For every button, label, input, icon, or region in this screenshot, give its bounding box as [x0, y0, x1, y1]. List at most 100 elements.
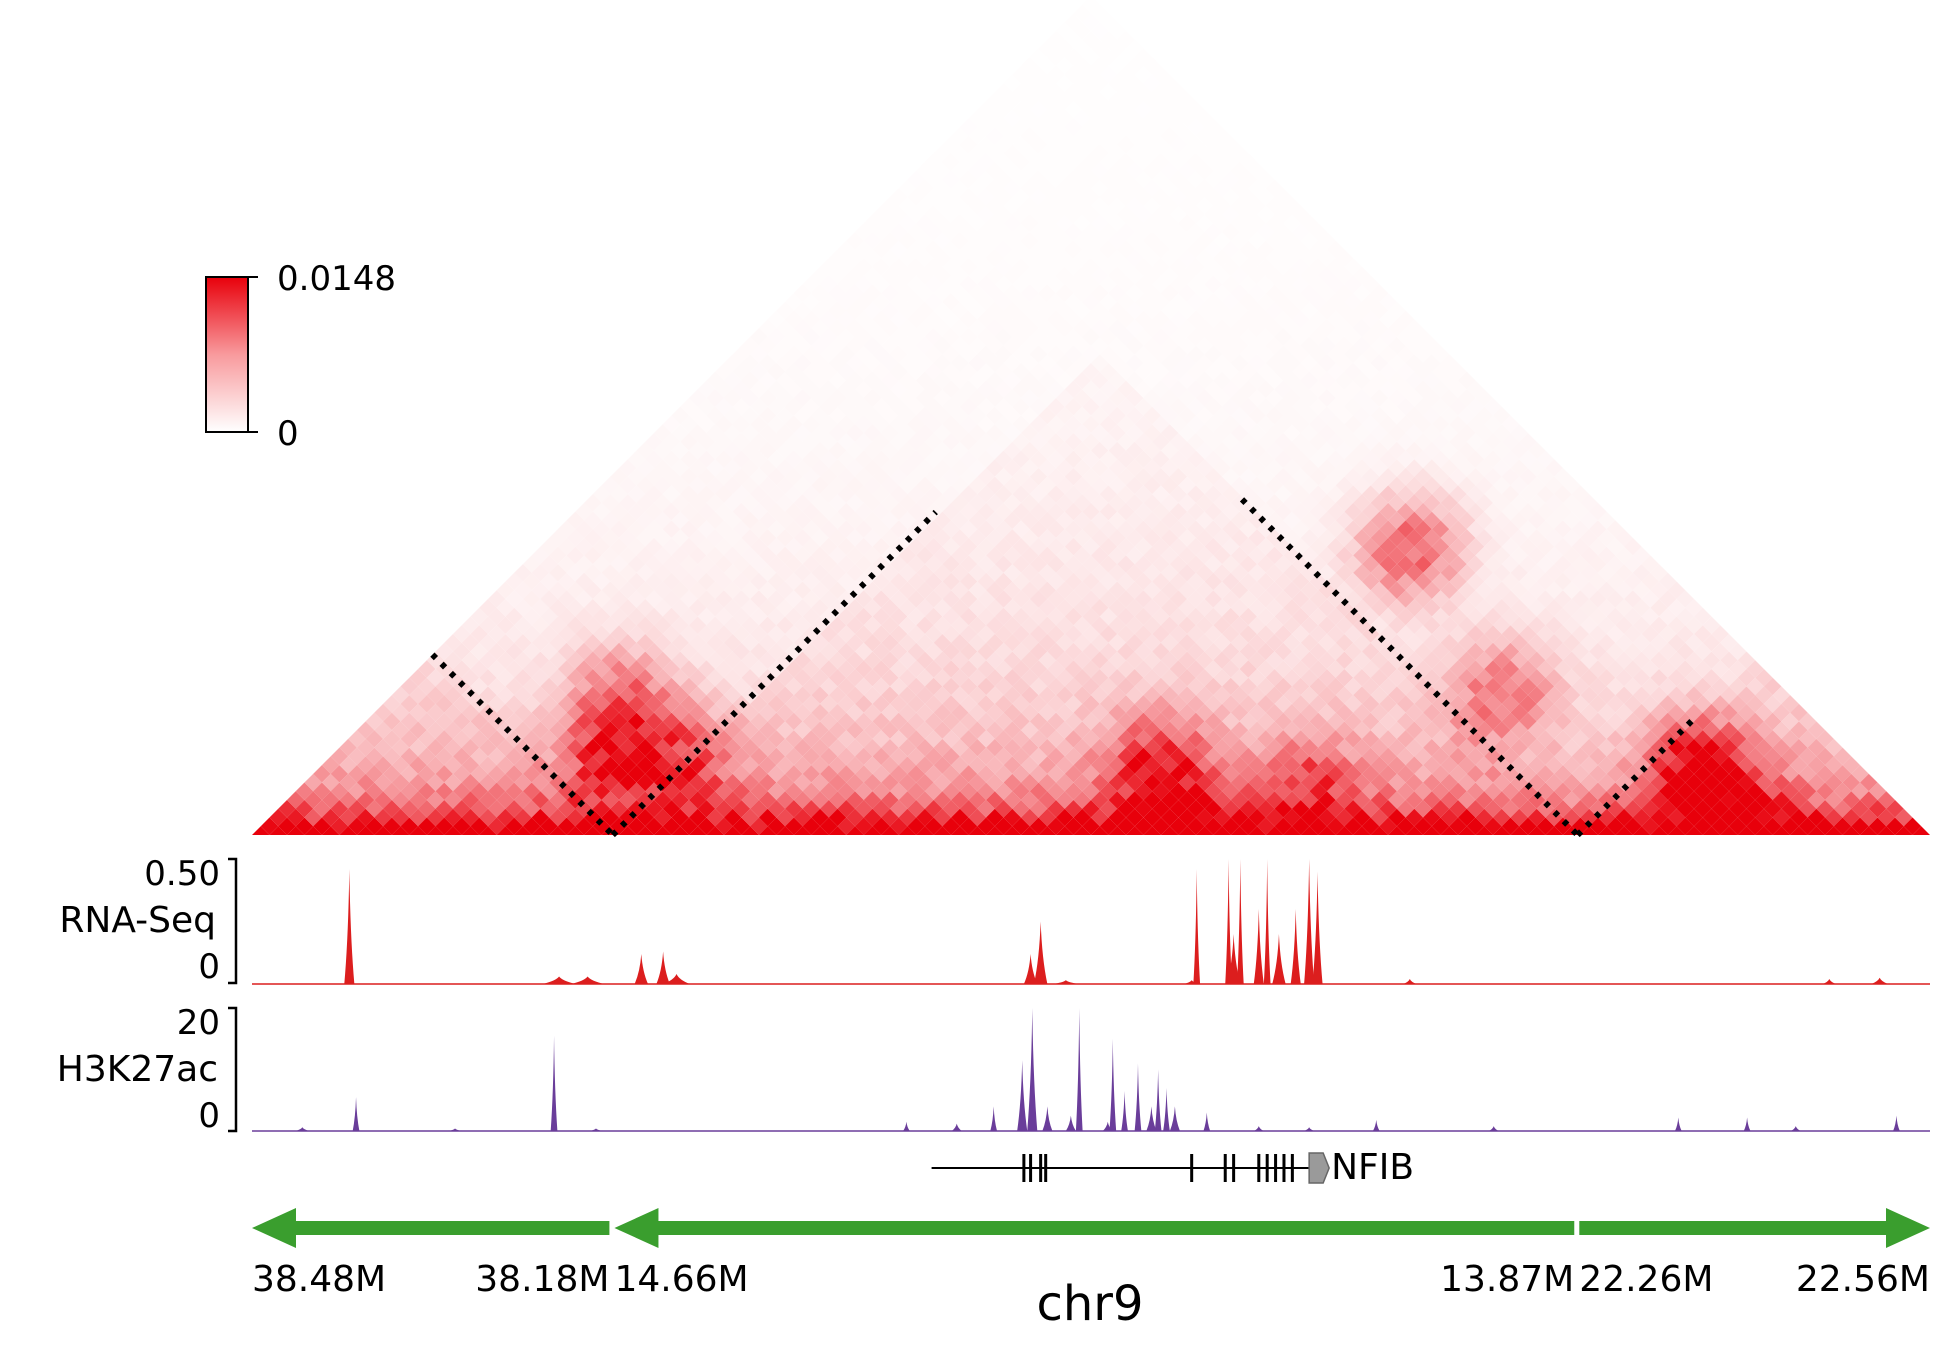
heatmap-cell	[1230, 319, 1249, 337]
heatmap-cell	[1606, 695, 1625, 713]
heatmap-cell	[951, 599, 969, 617]
heatmap-cell	[1405, 389, 1424, 407]
heatmap-cell	[968, 826, 987, 835]
heatmap-cell	[1650, 703, 1668, 722]
heatmap-cell	[785, 467, 803, 486]
heatmap-cell	[1405, 406, 1424, 425]
heatmap-cell	[889, 293, 908, 311]
heatmap-cell	[1440, 406, 1459, 425]
heatmap-cell	[688, 441, 707, 460]
heatmap-cell	[1195, 756, 1214, 774]
heatmap-cell	[627, 537, 646, 556]
heatmap-cell	[1134, 118, 1153, 136]
heatmap-cell	[566, 826, 585, 835]
heatmap-cell	[1099, 223, 1118, 241]
heatmap-cell	[986, 197, 1004, 215]
heatmap-cell	[566, 703, 585, 722]
heatmap-cell	[1344, 782, 1362, 801]
heatmap-cell	[1405, 441, 1424, 460]
heatmap-cell	[1187, 590, 1205, 608]
heatmap-cell	[1344, 765, 1362, 783]
heatmap-cell	[627, 520, 646, 538]
heatmap-cell	[1099, 170, 1118, 189]
heatmap-cell	[977, 747, 995, 766]
rna-seq-axis	[228, 857, 238, 985]
heatmap-cell	[461, 791, 480, 809]
heatmap-cell	[977, 450, 995, 468]
heatmap-cell	[977, 188, 995, 206]
heatmap-cell	[986, 231, 1004, 250]
heatmap-cell	[1021, 686, 1039, 704]
heatmap-cell	[837, 328, 856, 346]
heatmap-cell	[986, 266, 1004, 285]
heatmap-cell	[374, 826, 392, 835]
heatmap-cell	[1108, 22, 1126, 40]
signal-peak	[663, 974, 690, 984]
heatmap-cell	[1825, 756, 1843, 774]
heatmap-cell	[1667, 581, 1686, 600]
heatmap-cell	[1702, 826, 1721, 835]
heatmap-cell	[1274, 293, 1293, 311]
heatmap-cell	[1405, 459, 1424, 477]
heatmap-cell	[994, 170, 1013, 189]
heatmap-cell	[1021, 633, 1039, 652]
heatmap-cell	[627, 625, 646, 643]
heatmap-cell	[1160, 826, 1179, 835]
heatmap-cell	[487, 695, 506, 713]
heatmap-cell	[1082, 293, 1100, 311]
heatmap-cell	[1134, 310, 1153, 329]
heatmap-cell	[1230, 354, 1249, 372]
heatmap-cell	[671, 721, 689, 739]
heatmap-cell	[951, 738, 969, 757]
heatmap-cell	[1021, 738, 1039, 757]
heatmap-cell	[321, 826, 340, 835]
heatmap-cell	[767, 800, 786, 818]
heatmap-cell	[776, 424, 794, 442]
heatmap-cell	[348, 782, 366, 801]
heatmap-cell	[1195, 616, 1214, 634]
signal-peak	[1109, 1038, 1117, 1131]
heatmap-cell	[959, 118, 978, 136]
heatmap-cell	[514, 826, 532, 835]
signal-peak	[550, 1035, 558, 1131]
heatmap-cell	[1842, 826, 1861, 835]
heatmap-cell	[785, 747, 803, 766]
heatmap-cell	[1335, 826, 1354, 835]
heatmap-cell	[627, 467, 646, 486]
heatmap-cell	[1178, 826, 1196, 835]
heatmap-cell	[1440, 529, 1459, 547]
heatmap-cell	[531, 633, 550, 652]
heatmap-cell	[461, 738, 480, 757]
signal-peak	[1290, 909, 1301, 984]
heatmap-cell	[1012, 153, 1030, 171]
heatmap-cell	[951, 319, 969, 337]
heatmap-cell	[1064, 118, 1083, 136]
heatmap-cell	[837, 310, 856, 329]
heatmap-cell	[741, 424, 759, 442]
heatmap-cell	[1615, 633, 1633, 652]
heatmap-cell	[1021, 162, 1039, 180]
heatmap-cell	[1300, 214, 1319, 232]
heatmap-cell	[575, 590, 593, 608]
heatmap-cell	[820, 293, 838, 311]
heatmap-cell	[986, 599, 1004, 617]
heatmap-cell	[1527, 441, 1546, 460]
heatmap-cell	[627, 677, 646, 696]
heatmap-cell	[1554, 502, 1572, 521]
heatmap-cell	[1396, 800, 1415, 818]
heatmap-cell	[951, 424, 969, 442]
heatmap-cell	[1195, 633, 1214, 652]
heatmap-cell	[1527, 826, 1546, 835]
heatmap-cell	[977, 363, 995, 381]
heatmap-cell	[986, 284, 1004, 302]
heatmap-cell	[776, 599, 794, 617]
heatmap-cell	[1021, 826, 1039, 835]
heatmap-cell	[688, 651, 707, 669]
heatmap-cell	[1606, 765, 1625, 783]
signal-peak	[1822, 979, 1837, 984]
heatmap-cell	[1178, 109, 1196, 128]
heatmap-cell	[1143, 197, 1161, 215]
heatmap-cell	[1021, 406, 1039, 425]
heatmap-cell	[785, 572, 803, 591]
heatmap-cell	[1012, 467, 1030, 486]
